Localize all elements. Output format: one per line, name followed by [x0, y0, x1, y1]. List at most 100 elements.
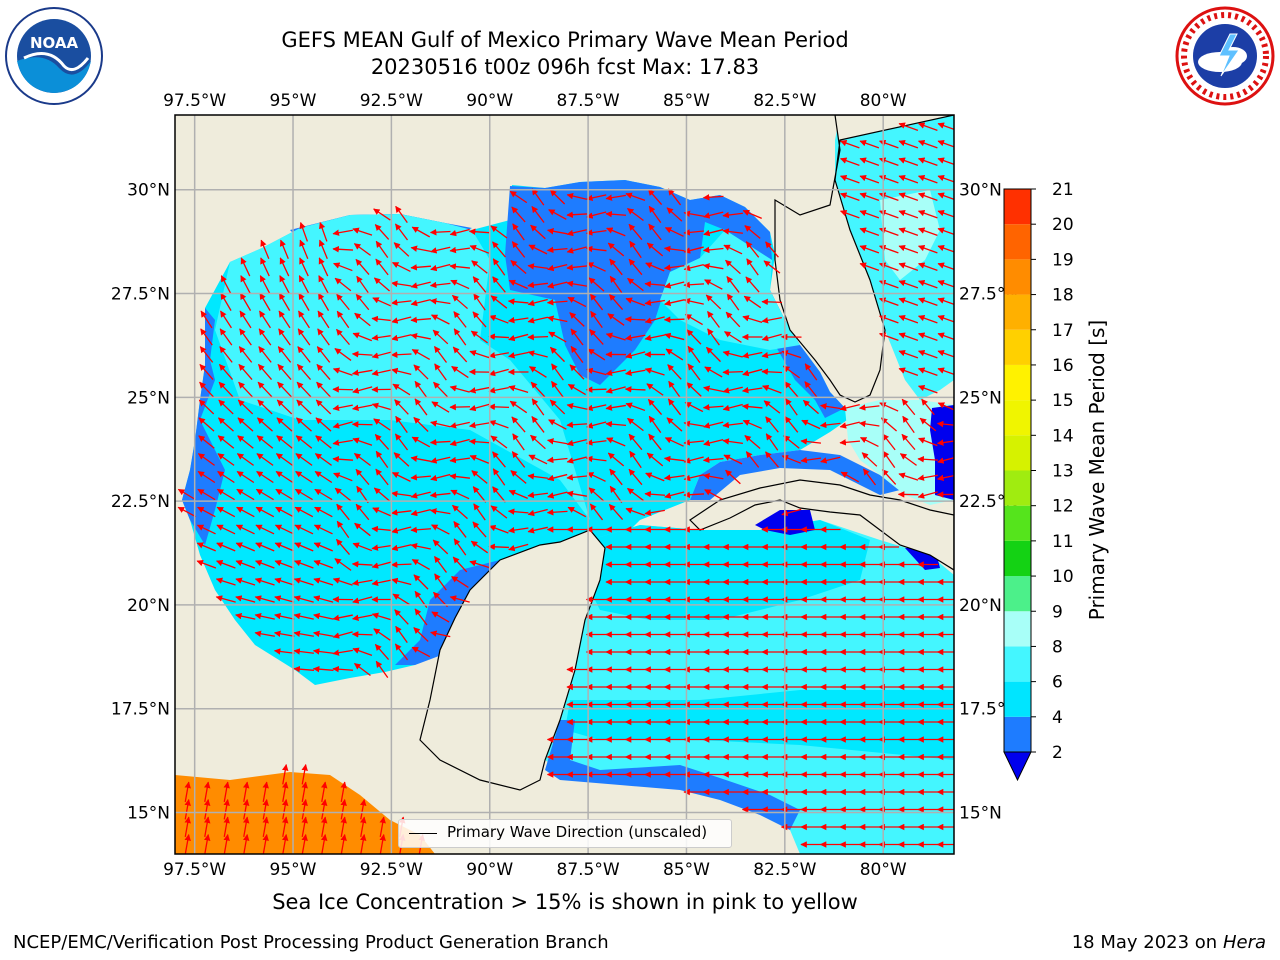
wave-direction-arrow [410, 455, 431, 462]
wave-direction-arrow [606, 227, 626, 237]
gulf-light-patch-west [215, 214, 590, 520]
wave-direction-arrow [784, 381, 799, 398]
wave-direction-arrow [882, 433, 896, 451]
wave-direction-arrow [625, 351, 646, 359]
wave-direction-arrow [667, 398, 682, 416]
wave-direction-arrow [199, 381, 214, 398]
wave-direction-arrow [431, 524, 450, 535]
wave-direction-arrow [295, 453, 313, 466]
wave-direction-arrow [566, 280, 587, 288]
wave-direction-arrow [585, 455, 607, 463]
wave-direction-arrow [628, 433, 643, 451]
wave-direction-arrow [917, 491, 938, 499]
wave-direction-arrow [372, 297, 392, 307]
wave-direction-arrow [177, 488, 196, 501]
wave-direction-arrow [804, 363, 818, 381]
legend-line-icon [409, 833, 437, 834]
wave-direction-arrow [453, 538, 467, 556]
wave-direction-arrow [507, 508, 529, 515]
wave-direction-arrow [625, 192, 646, 201]
wave-direction-arrow [644, 490, 666, 498]
wave-direction-arrow [742, 368, 763, 377]
wave-direction-arrow [236, 506, 255, 518]
wave-direction-arrow [898, 175, 919, 184]
plot-frame [174, 114, 955, 855]
colorbar-segment [1004, 364, 1031, 401]
wave-direction-arrow [488, 333, 510, 341]
wave-direction-arrow [590, 310, 603, 329]
wave-direction-arrow [316, 381, 331, 398]
wave-direction-arrow [332, 421, 353, 429]
wave-direction-arrow [512, 433, 525, 451]
wave-direction-arrow [410, 542, 431, 550]
wave-direction-arrow [336, 293, 350, 311]
wave-direction-arrow [315, 417, 332, 432]
wave-direction-arrow [332, 439, 353, 446]
wave-direction-arrow [687, 363, 701, 381]
wave-direction-arrow [742, 315, 763, 324]
wave-direction-arrow [586, 404, 607, 412]
wave-direction-arrow [312, 665, 334, 673]
wave-direction-arrow [429, 281, 451, 289]
wave-direction-arrow [317, 292, 330, 311]
wave-direction-arrow [333, 472, 353, 482]
x-tick-label-bottom: 97.5°W [163, 860, 226, 880]
wave-direction-arrow [587, 348, 606, 361]
wave-direction-arrow [321, 799, 328, 820]
wave-direction-arrow [395, 205, 408, 224]
wave-direction-arrow [569, 312, 585, 327]
wave-direction-arrow [235, 612, 256, 620]
wave-direction-arrow [917, 210, 938, 219]
wave-direction-arrow [607, 242, 625, 257]
wave-direction-arrow [605, 194, 626, 201]
wave-direction-arrow [605, 420, 627, 428]
wave-direction-arrow [453, 328, 467, 346]
wave-direction-arrow [218, 363, 234, 380]
wave-direction-arrow [511, 416, 526, 433]
wave-direction-arrow [605, 369, 626, 377]
wave-direction-arrow [375, 240, 389, 259]
wave-direction-arrow [527, 316, 548, 324]
wave-direction-arrow [725, 259, 741, 275]
wave-direction-arrow [277, 363, 292, 380]
wave-direction-arrow [243, 834, 250, 854]
wave-direction-arrow [390, 490, 412, 498]
wave-direction-arrow [918, 437, 938, 447]
sea-ice-note: Sea Ice Concentration > 15% is shown in … [272, 890, 858, 914]
wave-direction-arrow [898, 192, 919, 202]
wave-direction-arrow [410, 264, 432, 271]
wave-direction-arrow [488, 420, 509, 429]
wave-direction-arrow [605, 210, 627, 218]
wave-direction-arrow [917, 262, 938, 272]
wave-direction-arrow [220, 310, 232, 329]
wave-direction-arrow [469, 350, 490, 359]
wave-direction-arrow [702, 194, 724, 201]
wave-direction-arrow [725, 469, 741, 485]
wave-direction-arrow [391, 577, 412, 586]
wave-direction-arrow [238, 346, 253, 363]
wave-direction-arrow [373, 487, 391, 502]
wave-direction-arrow [800, 438, 822, 445]
wave-direction-arrow [609, 275, 623, 294]
wave-direction-arrow [279, 257, 290, 277]
wave-direction-arrow [490, 225, 508, 239]
wave-direction-arrow [683, 491, 705, 498]
wave-direction-arrow [858, 420, 880, 428]
wave-direction-arrow [898, 227, 919, 237]
wave-direction-arrow [356, 485, 369, 504]
wave-direction-arrow [340, 816, 347, 837]
wave-direction-arrow [332, 649, 353, 656]
wave-direction-arrow [215, 595, 236, 603]
footer-date: 18 May 2023 on Hera [1072, 932, 1266, 953]
wave-direction-arrow [299, 221, 308, 242]
wave-direction-arrow [199, 363, 214, 380]
wave-direction-arrow [294, 560, 314, 569]
wave-direction-arrow [196, 542, 216, 552]
wave-direction-arrow [276, 417, 293, 432]
wave-direction-arrow [646, 383, 664, 396]
wave-direction-arrow [274, 577, 295, 586]
wave-direction-arrow [547, 281, 568, 289]
wave-direction-arrow [354, 312, 371, 327]
wave-direction-arrow [355, 293, 370, 311]
